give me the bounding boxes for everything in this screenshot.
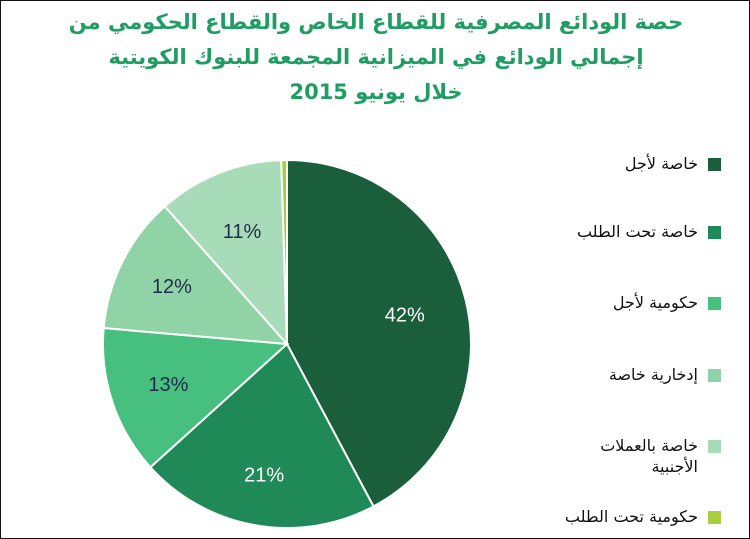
legend-swatch-private-foreign-currency <box>708 440 721 453</box>
legend-label-private-savings: إدخارية خاصة <box>608 365 698 384</box>
data-label-government-term: 13% <box>148 374 188 396</box>
legend-item-government-demand: حكومية تحت الطلب <box>471 506 721 527</box>
slice-private-demand <box>148 342 375 529</box>
data-label-private-savings: 12% <box>152 276 192 298</box>
legend-label-government-demand: حكومية تحت الطلب <box>564 507 698 526</box>
chart-title-line-2: إجمالي الودائع في الميزانية المجمعة للبن… <box>108 45 644 69</box>
legend-swatch-government-demand <box>708 511 721 524</box>
data-label-private-demand: 21% <box>244 464 284 486</box>
slice-private-term <box>286 158 472 508</box>
legend-swatch-private-savings <box>708 369 721 382</box>
legend-swatch-private-demand <box>708 226 721 239</box>
data-label-private-term: 42% <box>385 305 425 327</box>
legend-item-private-savings: إدخارية خاصة <box>471 364 721 385</box>
legend-swatch-private-term <box>708 158 721 171</box>
legend-item-private-term: خاصة لأجل <box>471 153 721 174</box>
legend-label-private-term: خاصة لأجل <box>624 154 698 173</box>
slice-government-term <box>102 326 290 469</box>
legend-item-government-term: حكومية لأجل <box>471 292 721 313</box>
chart-title-line-3: خلال يونيو 2015 <box>289 80 463 104</box>
slice-government-demand <box>280 158 288 345</box>
data-label-private-foreign-currency: 11% <box>223 221 262 243</box>
legend-label-private-demand: خاصة تحت الطلب <box>576 222 698 241</box>
slice-private-savings <box>102 205 290 346</box>
legend-label-government-term: حكومية لأجل <box>612 293 698 312</box>
legend-item-private-foreign-currency: خاصة بالعملات الأجنبية <box>471 435 721 477</box>
chart-title-line-1: حصة الودائع المصرفية للقطاع الخاص والقطا… <box>68 10 684 34</box>
legend-swatch-government-term <box>708 297 721 310</box>
chart-title: حصة الودائع المصرفية للقطاع الخاص والقطا… <box>41 5 711 110</box>
legend-label-private-foreign-currency: خاصة بالعملات الأجنبية <box>600 436 698 476</box>
slice-private-foreign-currency <box>163 159 289 347</box>
legend-item-private-demand: خاصة تحت الطلب <box>471 221 721 242</box>
